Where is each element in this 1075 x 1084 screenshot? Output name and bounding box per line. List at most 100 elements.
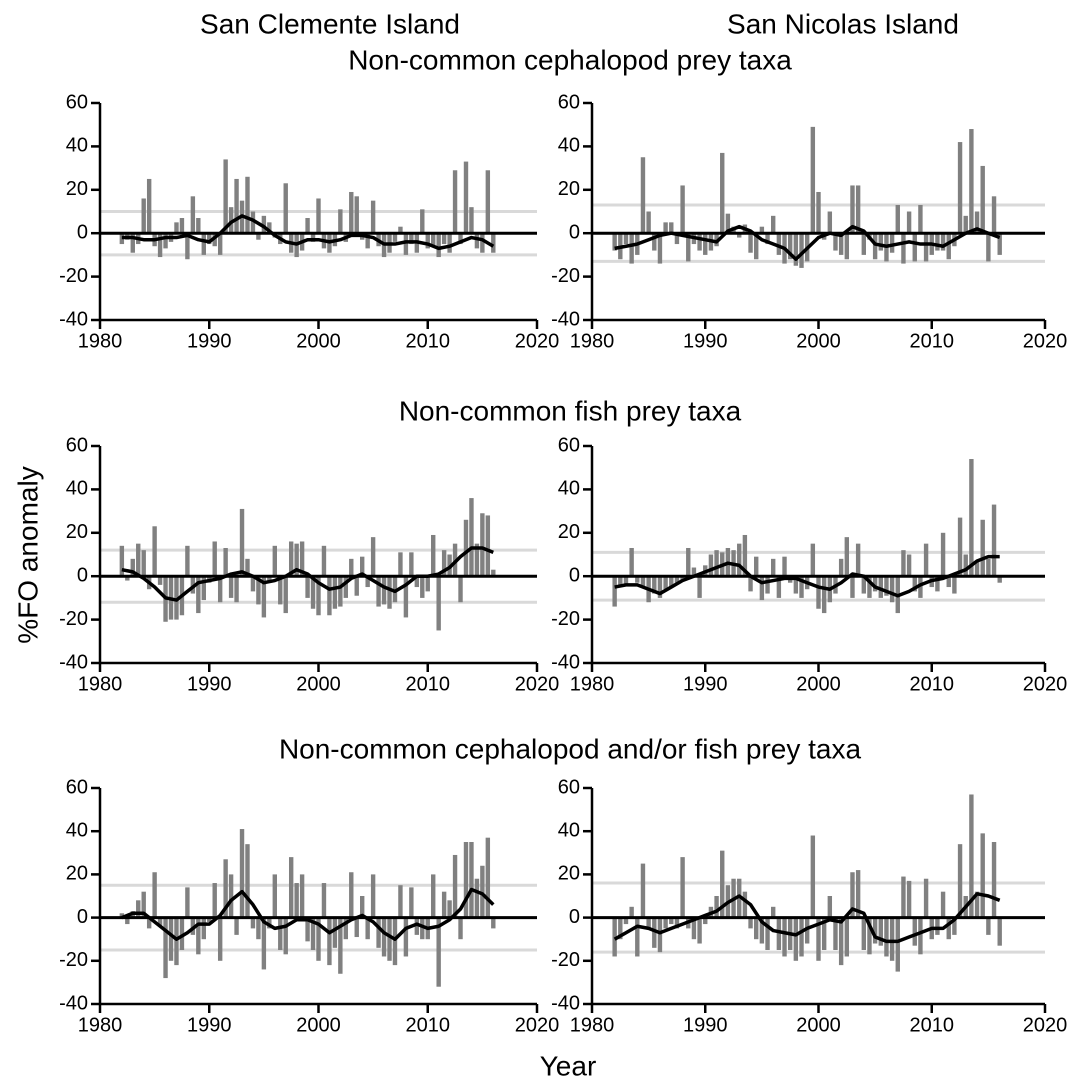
bar (392, 917, 398, 966)
bar (838, 558, 844, 577)
bar (469, 498, 474, 577)
y-tick-label: 20 (66, 521, 88, 543)
bar (680, 185, 685, 234)
bar (196, 576, 201, 614)
bar (141, 550, 146, 577)
bar (867, 576, 872, 598)
bar (720, 152, 725, 234)
bar (381, 576, 387, 605)
bar (234, 576, 239, 603)
bar (714, 550, 719, 577)
bar (810, 126, 816, 234)
bar (343, 917, 349, 940)
bar (776, 576, 782, 598)
bar (652, 917, 657, 948)
bar (474, 878, 480, 918)
bar (146, 917, 152, 929)
bar (321, 883, 327, 918)
bar (305, 218, 310, 234)
y-tick-label: 60 (66, 776, 88, 798)
bar (991, 504, 997, 577)
bar (697, 917, 702, 944)
bar (640, 863, 646, 918)
bar (742, 534, 748, 577)
x-tick-label: 2020 (515, 673, 560, 695)
bar (940, 233, 946, 251)
bar (436, 233, 441, 258)
bar (793, 233, 799, 266)
bar (997, 917, 1002, 946)
bar (986, 917, 991, 935)
y-tick-label: -40 (551, 651, 580, 673)
bar (918, 576, 923, 598)
bar (991, 196, 997, 234)
bar (480, 513, 485, 577)
bar (680, 576, 685, 581)
bar (646, 211, 651, 234)
bar (414, 576, 420, 588)
bar (463, 842, 469, 918)
bar (708, 554, 714, 577)
bar (349, 191, 354, 234)
y-tick-label: 0 (569, 221, 580, 243)
bar (125, 576, 130, 581)
bar (946, 917, 951, 940)
bar (754, 233, 759, 260)
bar (957, 142, 963, 234)
panel: -40 -20 0 20 40 60 1980 1990 2000 2010 2020 (551, 434, 1067, 695)
bar (250, 211, 256, 234)
bar (935, 576, 940, 592)
bar (657, 233, 663, 264)
x-tick-label: 1990 (683, 330, 728, 352)
y-axis-label: %FO anomaly (12, 466, 43, 643)
bar (969, 794, 974, 918)
bar (370, 874, 376, 918)
bar (420, 576, 425, 598)
bar (436, 917, 441, 987)
bar (974, 561, 980, 577)
y-tick-label: -40 (551, 992, 580, 1014)
bar (409, 233, 414, 245)
bar (441, 891, 447, 918)
bar (612, 917, 617, 957)
bar (278, 576, 283, 605)
bar (912, 233, 917, 262)
bar (207, 233, 212, 245)
bar (310, 233, 316, 242)
bar (623, 576, 629, 585)
bar (674, 576, 680, 583)
bar (163, 233, 168, 249)
bar (703, 917, 708, 925)
bar (354, 196, 359, 234)
y-tick-label: 40 (558, 135, 580, 157)
bar (217, 233, 223, 255)
bar (283, 576, 288, 614)
x-tick-label: 2010 (910, 330, 955, 352)
bar (737, 543, 742, 577)
bar (332, 576, 338, 609)
bar (228, 874, 234, 918)
y-tick-label: 60 (558, 776, 580, 798)
bar (130, 233, 135, 253)
bar (782, 917, 787, 957)
bar (991, 842, 997, 918)
bar (884, 917, 889, 957)
bar (234, 178, 239, 234)
bar (669, 576, 674, 588)
bar (458, 576, 463, 603)
bar (646, 917, 651, 929)
bar (974, 211, 980, 234)
bar (217, 917, 223, 961)
bar (474, 543, 480, 577)
bar (305, 917, 310, 942)
x-tick-label: 2010 (406, 673, 451, 695)
bar (901, 876, 906, 918)
bar (398, 885, 403, 918)
bar (179, 218, 185, 234)
y-tick-label: 20 (66, 178, 88, 200)
bar (316, 576, 321, 616)
bar (485, 170, 491, 234)
bar (157, 233, 163, 258)
y-tick-label: -40 (59, 992, 88, 1014)
bar (754, 917, 759, 940)
